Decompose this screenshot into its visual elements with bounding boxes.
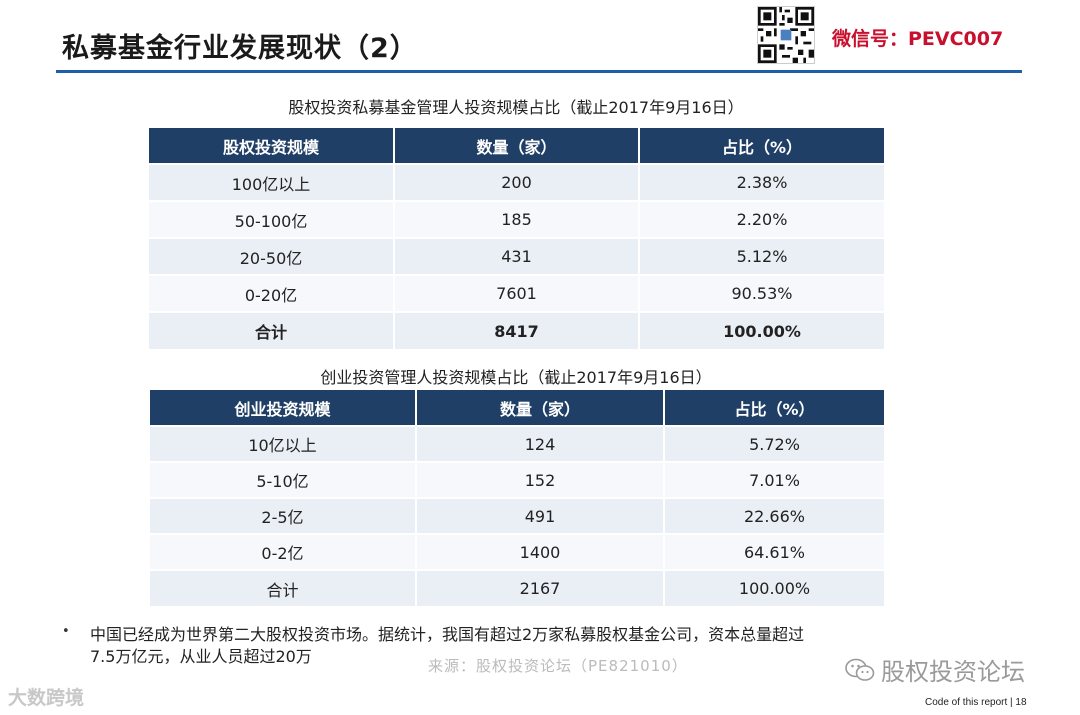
vc-scale-table: 创业投资规模 数量（家） 占比（%） 10亿以上 124 5.72% 5-10亿… [150,390,884,606]
table-cell: 0-20亿 [149,274,395,312]
table-total-row: 合计 8417 100.00% [149,311,884,349]
table-row: 0-20亿 7601 90.53% [149,274,884,312]
watermark-left: 大数跨境 [8,687,85,709]
table-cell: 7601 [394,274,640,312]
table-cell: 2-5亿 [150,497,417,534]
page-title: 私募基金行业发展现状（2） [62,33,418,64]
table-cell: 431 [394,237,640,275]
bullet-marker: • [62,624,70,639]
table-row: 10亿以上 124 5.72% [150,425,884,462]
table-cell: 64.61% [664,533,884,570]
table-cell: 7.01% [664,461,884,498]
table-row: 20-50亿 431 5.12% [149,237,884,275]
watermark-right: 股权投资论坛 [845,652,1025,687]
table-cell: 合计 [150,569,417,606]
watermark-text: 股权投资论坛 [881,658,1025,686]
table-cell: 124 [416,425,665,462]
table-row: 0-2亿 1400 64.61% [150,533,884,570]
table-header-row: 股权投资规模 数量（家） 占比（%） [149,128,884,164]
table-cell: 0-2亿 [150,533,417,570]
table-cell: 2167 [416,569,665,606]
table-cell: 5.12% [639,237,884,275]
table-cell: 5-10亿 [150,461,417,498]
source-note: 来源：股权投资论坛（PE821010） [428,657,688,675]
column-header: 数量（家） [394,128,640,164]
note-line: 7.5万亿元，从业人员超过20万 [90,647,312,666]
column-header: 占比（%） [639,128,884,164]
table-cell: 10亿以上 [150,425,417,462]
table2-caption: 创业投资管理人投资规模占比（截止2017年9月16日） [320,368,712,387]
footer-page-info: Code of this report | 18 [925,697,1027,708]
column-header: 占比（%） [664,390,884,426]
table-cell: 100亿以上 [149,163,395,201]
table-total-row: 合计 2167 100.00% [150,569,884,606]
header-divider [56,70,1022,73]
table-cell: 100.00% [664,569,884,606]
table-header-row: 创业投资规模 数量（家） 占比（%） [150,390,884,426]
table1-caption: 股权投资私募基金管理人投资规模占比（截止2017年9月16日） [288,98,744,117]
table-cell: 152 [416,461,665,498]
table-cell: 50-100亿 [149,200,395,238]
note-line: 中国已经成为世界第二大股权投资市场。据统计，我国有超过2万家私募股权基金公司，资… [90,625,805,644]
wechat-id: 微信号：PEVC007 [832,28,1004,50]
table-cell: 100.00% [639,311,884,349]
table-row: 100亿以上 200 2.38% [149,163,884,201]
table-cell: 20-50亿 [149,237,395,275]
table-cell: 2.20% [639,200,884,238]
wechat-icon [845,658,875,681]
table-row: 50-100亿 185 2.20% [149,200,884,238]
table-cell: 22.66% [664,497,884,534]
qr-code-icon [757,6,815,64]
column-header: 数量（家） [416,390,665,426]
pe-scale-table: 股权投资规模 数量（家） 占比（%） 100亿以上 200 2.38% 50-1… [149,128,884,349]
table-cell: 2.38% [639,163,884,201]
table-cell: 8417 [394,311,640,349]
table-row: 5-10亿 152 7.01% [150,461,884,498]
note-text: 中国已经成为世界第二大股权投资市场。据统计，我国有超过2万家私募股权基金公司，资… [90,624,940,668]
table-cell: 200 [394,163,640,201]
table-cell: 491 [416,497,665,534]
table-cell: 1400 [416,533,665,570]
column-header: 创业投资规模 [150,390,417,426]
table-cell: 90.53% [639,274,884,312]
table-cell: 185 [394,200,640,238]
table-cell: 合计 [149,311,395,349]
table-cell: 5.72% [664,425,884,462]
column-header: 股权投资规模 [149,128,395,164]
table-row: 2-5亿 491 22.66% [150,497,884,534]
